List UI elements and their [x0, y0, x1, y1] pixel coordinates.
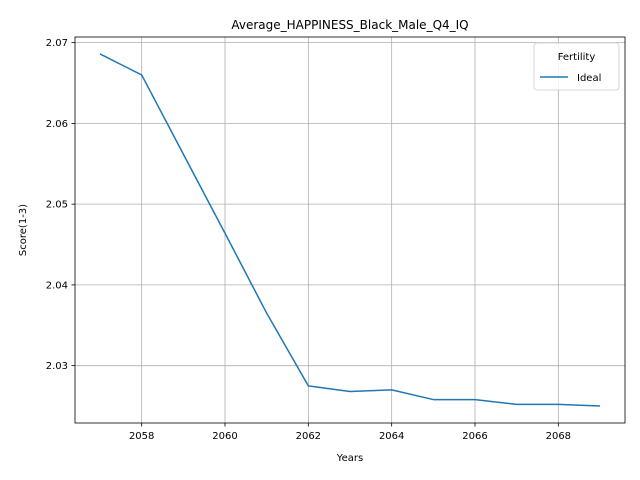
axes-frame [74, 36, 626, 424]
x-tick-label: 2066 [462, 431, 487, 442]
x-tick-label: 2058 [129, 431, 154, 442]
chart-title: Average_HAPPINESS_Black_Male_Q4_IQ [231, 18, 468, 32]
x-axis-title: Years [336, 453, 363, 464]
grid [75, 37, 625, 423]
legend-label-ideal: Ideal [577, 73, 601, 84]
legend-box [533, 42, 620, 91]
y-tick-label: 2.05 [46, 200, 68, 211]
series-layer [99, 53, 601, 407]
legend-title: Fertility [558, 52, 596, 63]
y-tick-label: 2.06 [46, 119, 68, 130]
y-tick-label: 2.04 [46, 280, 68, 291]
x-tick-label: 2064 [379, 431, 404, 442]
x-tick-label: 2068 [546, 431, 571, 442]
series-line-ideal [99, 53, 601, 407]
y-axis-title: Score(1-3) [18, 204, 29, 256]
x-tick-label: 2060 [212, 431, 237, 442]
legend: Fertility Ideal [533, 42, 620, 91]
y-tick-label: 2.03 [46, 361, 68, 372]
x-tick-label: 2062 [296, 431, 321, 442]
y-tick-label: 2.07 [46, 38, 68, 49]
ticks: 2058 2060 2062 2064 2066 2068 2.03 2.04 2.05 2.06… [46, 38, 571, 442]
